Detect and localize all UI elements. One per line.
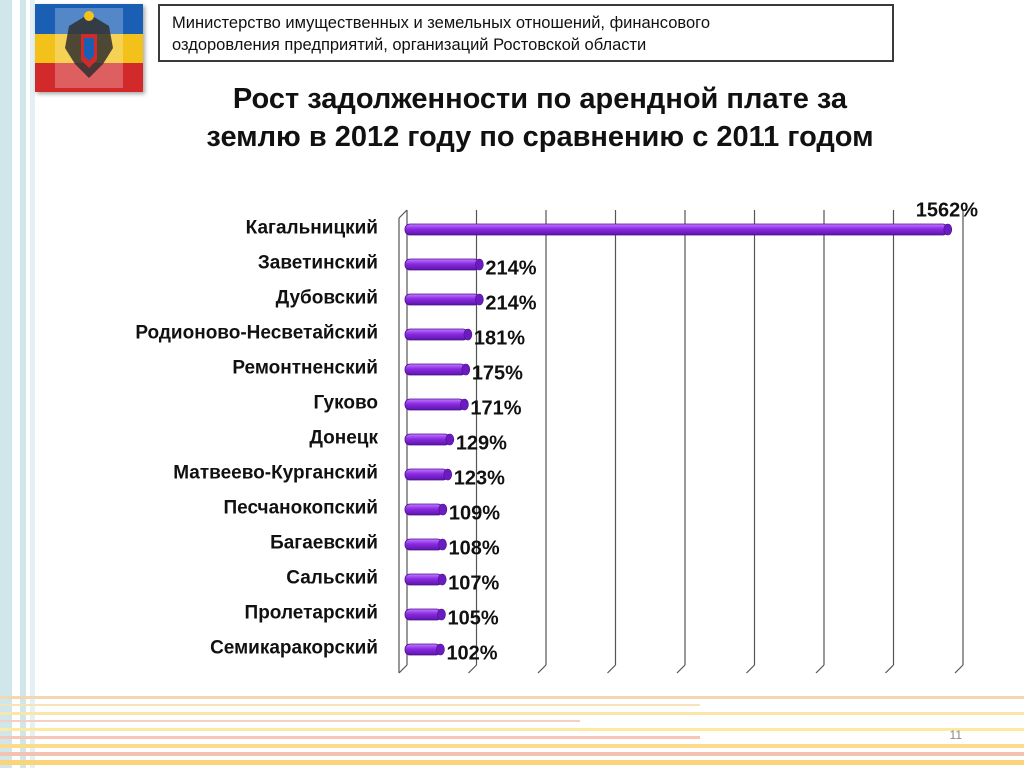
value-label: 175% [472,363,523,385]
category-label: Песчанокопский [223,498,378,519]
value-label: 129% [456,433,507,455]
bar-cap [475,293,484,306]
bar-cap [943,223,953,236]
bar [404,363,467,376]
bar [404,398,465,411]
value-label: 105% [447,608,498,630]
grid-floor-line [607,664,616,674]
bar-cap [438,538,447,551]
bar [404,643,441,656]
value-label: 123% [454,468,505,490]
bar [404,328,469,341]
value-label: 214% [485,293,536,315]
ministry-line-2: оздоровления предприятий, организаций Ро… [172,36,647,54]
bar [404,223,949,236]
value-label: 109% [449,503,500,525]
grid-floor-line [468,664,477,674]
bar-cap [460,398,469,411]
bar [404,258,480,271]
title-line-1: Рост задолженности по арендной плате за [232,83,848,115]
bar [404,468,449,481]
category-label: Кагальницкий [246,218,378,239]
bar [404,503,444,516]
category-label: Матвеево-Курганский [173,463,378,484]
value-label: 1562% [916,200,978,222]
category-label: Пролетарский [245,603,378,624]
grid-floor-line [885,664,894,674]
category-label: Багаевский [270,533,378,554]
category-label: Ремонтненский [232,358,378,379]
category-label: Заветинский [258,253,378,274]
axis-corner [398,209,408,219]
decor-bottom-band [0,688,1024,768]
category-label: Донецк [309,428,378,449]
bars [404,223,953,656]
bar [404,608,442,621]
bar-cap [475,258,484,271]
bar-cap [437,608,446,621]
ministry-line-1: Министерство имущественных и земельных о… [172,14,710,32]
category-label: Гуково [313,393,378,414]
bar [404,433,451,446]
decor-stripe-mid [20,0,26,768]
grid-floor-line [676,664,686,674]
grid-floor-line [746,664,755,674]
category-labels: Кагальницкий Заветинский Дубовский Родионов… [135,218,378,659]
chart-grid [398,209,964,674]
bar-cap [463,328,473,341]
decor-stripe-inner [30,0,35,768]
page-number: 11 [949,728,962,742]
grid-floor-line [398,664,408,674]
value-label: 107% [448,573,499,595]
category-label: Сальский [286,568,378,589]
grid-floor-line [537,664,547,674]
coat-of-arms-logo [35,4,143,92]
title-line-2: землю в 2012 году по сравнению с 2011 го… [206,121,874,153]
grid-floor-line [954,664,964,674]
page-title: Рост задолженности по арендной плате за … [120,80,960,156]
value-label: 181% [474,328,525,350]
ministry-header: Министерство имущественных и земельных о… [158,4,894,62]
bar-cap [436,643,445,656]
value-label: 214% [485,258,536,280]
value-label: 171% [470,398,521,420]
value-label: 102% [446,643,497,665]
category-label: Дубовский [276,288,378,309]
decor-stripe-left [0,0,12,768]
bar-cap [445,433,455,446]
category-label: Семикаракорский [210,638,378,659]
bar-cap [438,503,448,516]
bar [404,538,443,551]
bar [404,573,443,586]
value-labels: 1562% 214% 214% 181% 175% 171% 129% 123% 109% 108… [446,200,978,665]
grid-floor-line [815,664,825,674]
bar-cap [461,363,471,376]
value-label: 108% [449,538,500,560]
category-label: Родионово-Несветайский [135,323,378,344]
bar-cap [443,468,453,481]
bar-cap [437,573,447,586]
bar [404,293,480,306]
